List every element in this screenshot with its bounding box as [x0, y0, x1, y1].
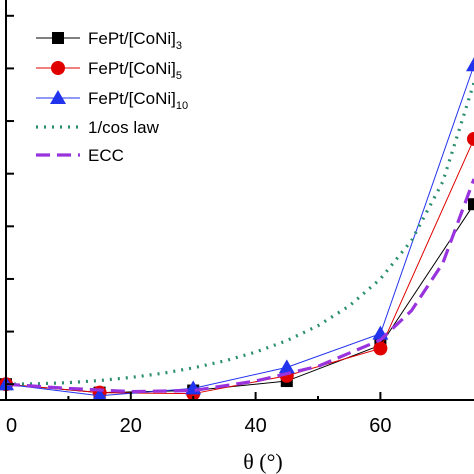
x-tick-label: 20	[120, 415, 142, 437]
axes-layer: 0 20 40 60	[0, 0, 474, 437]
legend-item: 1/cos law	[36, 118, 160, 137]
legend-swatch-marker	[52, 32, 64, 44]
x-tick-label: 0	[6, 415, 17, 437]
data-point	[92, 387, 107, 400]
legend-swatch-marker	[51, 61, 65, 75]
series-3	[0, 57, 474, 400]
x-tick-label: 60	[369, 415, 391, 437]
legend-item: FePt/[CoNi]10	[36, 89, 188, 112]
legend-label: FePt/[CoNi]10	[88, 89, 188, 112]
data-point	[467, 131, 474, 146]
series-line	[5, 65, 474, 397]
legend-label: ECC	[88, 146, 124, 165]
legend-label: 1/cos law	[88, 118, 160, 137]
x-tick-label: 40	[244, 415, 266, 437]
data-point	[468, 198, 474, 211]
data-point	[373, 341, 388, 356]
data-point	[278, 359, 295, 374]
legend-label: FePt/[CoNi]5	[88, 59, 182, 82]
x-axis-title: θ (°)	[243, 449, 283, 474]
series-5	[5, 178, 474, 394]
legend-item: ECC	[36, 146, 124, 165]
data-point	[466, 57, 474, 72]
legend-item: FePt/[CoNi]5	[36, 59, 182, 82]
legend-swatch-marker	[50, 90, 66, 104]
legend: FePt/[CoNi]3 FePt/[CoNi]5 FePt/[CoNi]10 1/c…	[36, 29, 188, 165]
series-line	[5, 203, 474, 394]
legend-item: FePt/[CoNi]3	[36, 29, 182, 52]
series-2	[0, 131, 474, 400]
series-layer	[0, 57, 474, 400]
series-line	[5, 178, 474, 394]
legend-label: FePt/[CoNi]3	[88, 29, 182, 52]
